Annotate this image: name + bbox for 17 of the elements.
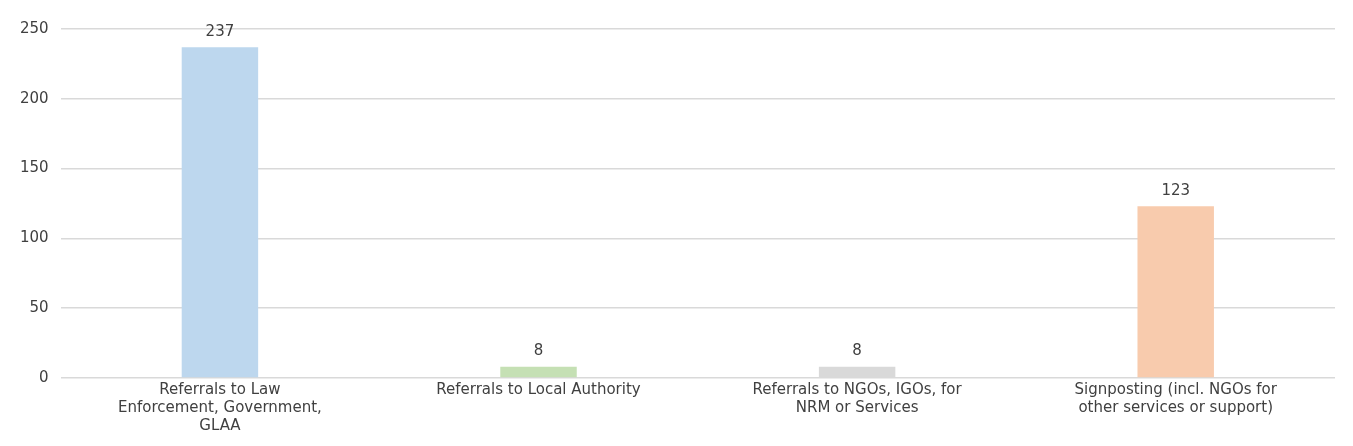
x-tick-label: Referrals to NGOs, IGOs, for NRM or Services <box>752 379 963 416</box>
y-tick-label: 250 <box>19 18 49 37</box>
data-label: 8 <box>533 341 544 360</box>
data-label: 8 <box>852 341 862 360</box>
y-tick-label: 200 <box>19 88 49 107</box>
y-tick-label: 50 <box>29 298 49 317</box>
data-label: 123 <box>1161 180 1191 199</box>
x-tick-label: Referrals to Local Authority <box>436 379 641 398</box>
x-tick-label: Referrals to Law Enforcement, Government, GLAA <box>118 379 322 434</box>
y-tick-label: 100 <box>19 228 49 247</box>
y-tick-label: 150 <box>19 158 49 177</box>
y-tick-label: 0 <box>39 367 49 386</box>
bar <box>500 366 577 378</box>
bar <box>181 47 259 378</box>
bar <box>1137 206 1214 378</box>
x-tick-label: Signposting (incl. NGOs for other services or support) <box>1074 379 1278 416</box>
data-label: 237 <box>205 21 235 40</box>
